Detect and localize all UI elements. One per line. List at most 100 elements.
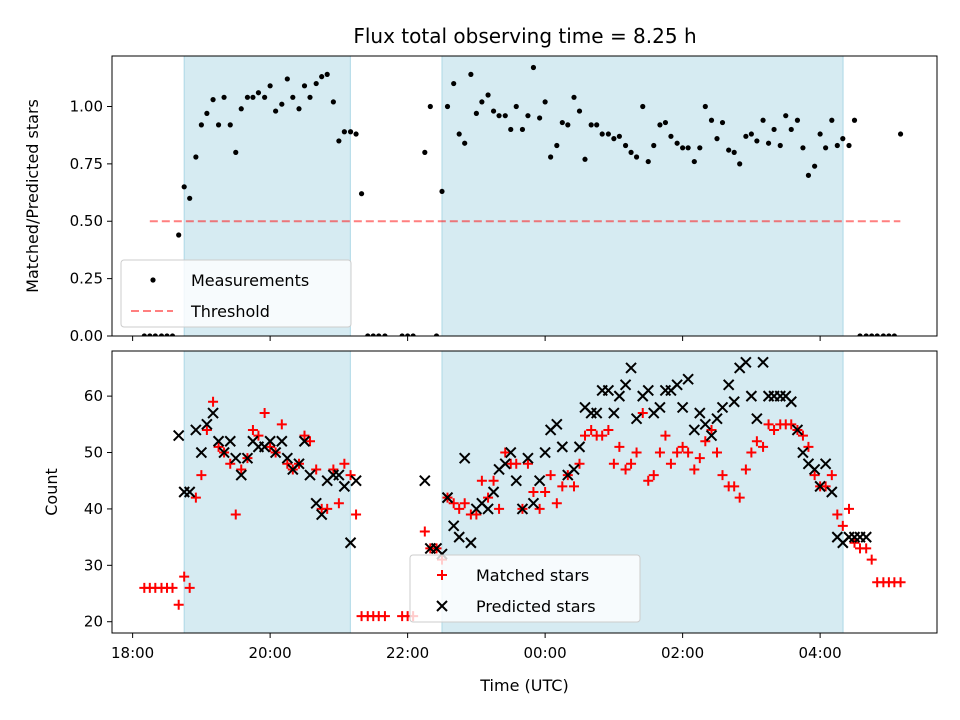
- measurement-point: [485, 92, 491, 98]
- measurement-point: [576, 108, 583, 114]
- measurement-point: [640, 103, 646, 110]
- measurement-point: [313, 80, 319, 87]
- predicted-star-point: [269, 446, 282, 459]
- measurement-point: [227, 122, 233, 128]
- matched-star-point: [631, 447, 642, 458]
- predicted-star-point: [573, 441, 586, 453]
- measurement-point: [169, 333, 176, 336]
- matched-star-point: [574, 458, 585, 469]
- measurement-point: [255, 90, 262, 96]
- measurement-point: [519, 126, 526, 133]
- measurement-point: [805, 172, 812, 178]
- predicted-star-point: [814, 480, 826, 493]
- measurement-point: [691, 158, 697, 165]
- measurement-point: [358, 191, 365, 197]
- matched-star-point: [299, 430, 310, 441]
- measurement-point: [176, 232, 182, 238]
- matched-star-point: [265, 441, 276, 452]
- x-tick-label: 02:00: [661, 644, 704, 662]
- measurement-point: [319, 74, 325, 80]
- measurement-point: [571, 94, 577, 100]
- matched-star-point: [276, 419, 287, 430]
- predicted-star-point: [293, 458, 305, 470]
- measurement-point: [267, 83, 273, 89]
- measurement-point: [215, 122, 222, 128]
- predicted-star-point: [699, 418, 712, 431]
- measurement-point: [897, 131, 904, 137]
- predicted-star-point: [608, 407, 620, 419]
- predicted-star-point: [602, 384, 615, 397]
- matched-star-point: [528, 487, 539, 497]
- matched-star-point: [379, 611, 390, 622]
- matched-star-point: [545, 470, 556, 481]
- predicted-star-point: [190, 424, 202, 436]
- matched-star-point: [769, 424, 780, 435]
- y-tick-label: 50: [84, 444, 103, 462]
- top-panel: 0.00 0.25 0.50 0.75 1.00 Matched/Predicted st…: [23, 55, 938, 345]
- measurement-point: [582, 156, 588, 162]
- matched-star-point: [190, 492, 201, 503]
- matched-star-point: [459, 498, 470, 509]
- legend-marker-measurement: [150, 277, 156, 283]
- matched-star-point: [866, 554, 877, 565]
- predicted-star-point: [688, 424, 701, 436]
- measurement-point: [863, 333, 869, 336]
- matched-star-point: [809, 470, 820, 481]
- chart-title: Flux total observing time = 8.25 h: [353, 24, 696, 48]
- matched-star-point: [665, 458, 676, 469]
- measurement-point: [559, 119, 565, 126]
- matched-star-point: [339, 458, 350, 469]
- measurement-point: [347, 129, 354, 135]
- predicted-star-point: [682, 373, 694, 385]
- measurement-point: [891, 333, 897, 336]
- matched-star-point: [734, 492, 745, 503]
- measurement-point: [490, 108, 497, 114]
- predicted-star-point: [630, 412, 643, 425]
- matched-star-point: [454, 503, 465, 514]
- matched-star-point: [672, 447, 683, 458]
- predicted-star-point: [740, 356, 752, 368]
- matched-star-point: [797, 430, 808, 441]
- measurement-point: [181, 184, 187, 190]
- matched-star-point: [230, 509, 241, 520]
- matched-star-point: [213, 441, 224, 452]
- measurement-point: [886, 333, 892, 336]
- predicted-star-point: [447, 520, 460, 532]
- predicted-star-point: [716, 401, 729, 414]
- matched-star-point: [586, 424, 597, 435]
- matched-star-point: [569, 481, 579, 492]
- measurement-point: [164, 333, 170, 336]
- matched-star-point: [208, 396, 219, 407]
- measurement-point: [279, 101, 285, 107]
- predicted-star-point: [310, 497, 322, 509]
- shaded-interval: [441, 56, 844, 336]
- predicted-star-point: [453, 531, 465, 543]
- matched-star-point: [849, 537, 860, 548]
- matched-star-point: [763, 419, 774, 430]
- measurement-point: [365, 333, 371, 336]
- measurement-point: [496, 113, 502, 119]
- legend-marker-matched: [437, 570, 447, 580]
- measurement-point: [152, 333, 158, 336]
- legend: Measurements Threshold: [120, 259, 352, 328]
- axes-frame: [111, 350, 938, 634]
- measurement-point: [857, 333, 863, 336]
- matched-star-point: [694, 453, 705, 464]
- x-tick-label: 22:00: [386, 644, 429, 662]
- matched-star-point: [476, 475, 487, 486]
- measurement-point: [708, 117, 715, 123]
- y-tick-label: 0.50: [70, 212, 103, 230]
- measurement-point: [141, 333, 147, 336]
- measurement-point: [244, 94, 251, 100]
- predicted-star-point: [276, 435, 288, 447]
- predicted-star-point: [613, 390, 626, 402]
- predicted-star-point: [201, 418, 213, 431]
- matched-star-point: [419, 526, 430, 537]
- measurement-point: [594, 122, 600, 128]
- legend: Matched stars Predicted stars: [409, 554, 641, 623]
- measurement-point: [250, 94, 256, 100]
- measurement-point: [611, 136, 617, 142]
- measurement-point: [588, 122, 594, 128]
- matched-star-point: [551, 498, 562, 509]
- measurement-point: [817, 131, 823, 137]
